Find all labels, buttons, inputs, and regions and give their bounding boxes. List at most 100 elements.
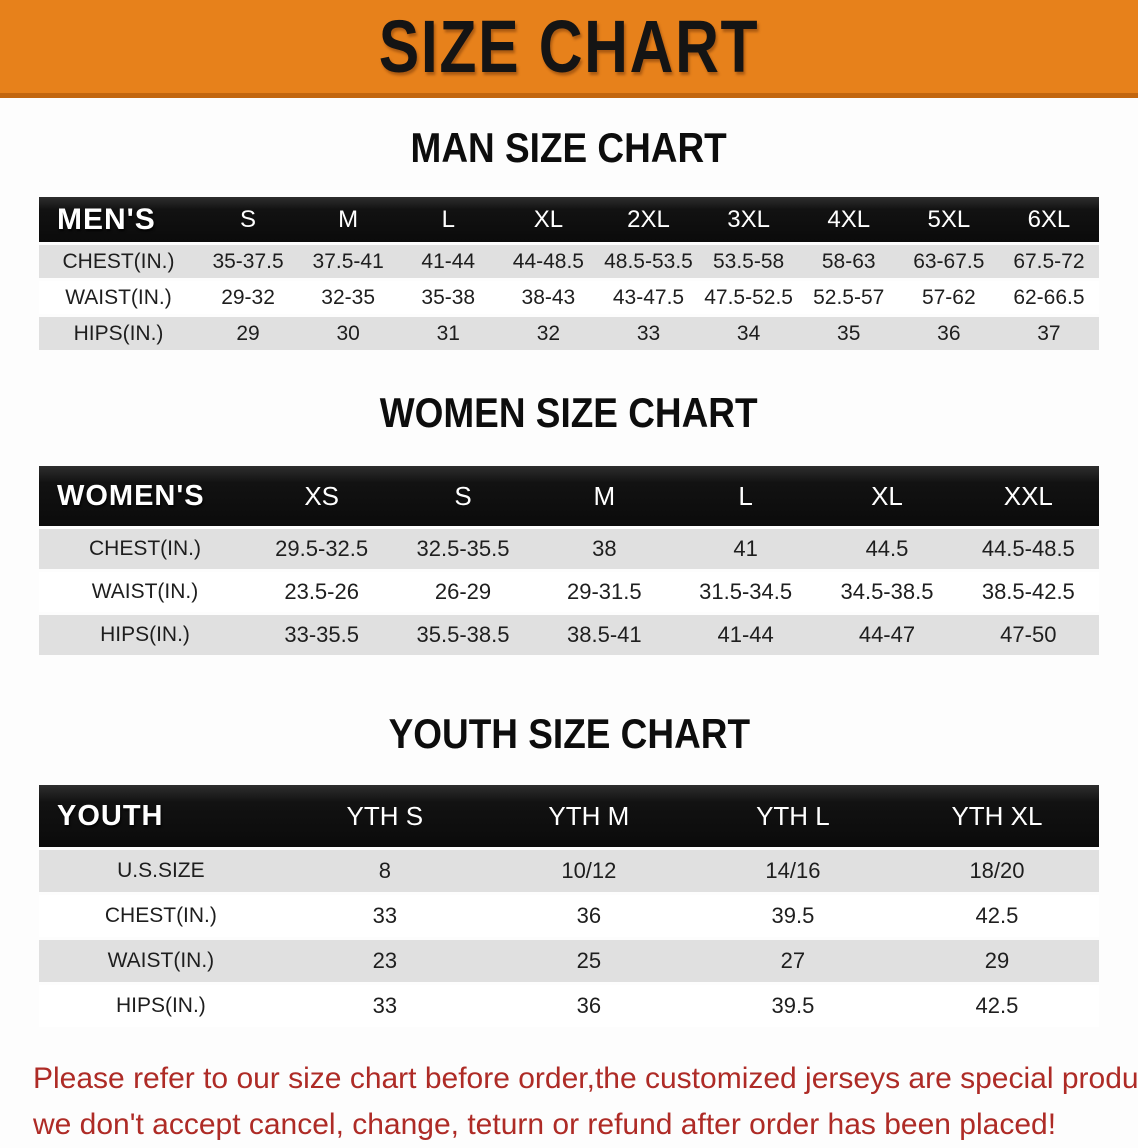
size-column-header: M (533, 466, 675, 526)
measurement-label: CHEST(IN.) (39, 245, 198, 278)
table-header-row: MEN'S S M L XL 2XL 3XL 4XL 5XL 6XL (39, 197, 1099, 242)
size-value: 32-35 (298, 281, 399, 314)
size-value: 29 (198, 317, 299, 350)
table-row: U.S.SIZE 8 10/12 14/16 18/20 (39, 850, 1099, 892)
size-value: 42.5 (894, 895, 1099, 937)
size-value: 34 (698, 317, 799, 350)
size-column-header: S (392, 466, 534, 526)
table-row: WAIST(IN.) 23 25 27 29 (39, 940, 1099, 982)
banner-title: SIZE CHART (378, 5, 760, 88)
size-column-header: 4XL (798, 197, 899, 242)
size-value: 38 (533, 529, 675, 569)
measurement-label: CHEST(IN.) (39, 529, 251, 569)
size-value: 29-32 (198, 281, 299, 314)
table-title-cell: MEN'S (39, 197, 198, 242)
size-column-header: 2XL (598, 197, 699, 242)
size-column-header: 6XL (998, 197, 1099, 242)
size-value: 36 (486, 985, 691, 1027)
size-value: 8 (282, 850, 487, 892)
size-column-header: YTH M (486, 785, 691, 847)
size-value: 29-31.5 (533, 572, 675, 612)
disclaimer-line-2: we don't accept cancel, change, teturn o… (33, 1108, 1057, 1141)
size-value: 31 (398, 317, 499, 350)
size-value: 41-44 (674, 615, 817, 655)
size-value: 33 (282, 985, 487, 1027)
size-value: 29.5-32.5 (251, 529, 393, 569)
table-title-cell: WOMEN'S (39, 466, 251, 526)
size-column-header: L (398, 197, 499, 242)
size-value: 31.5-34.5 (674, 572, 817, 612)
size-value: 29 (894, 940, 1099, 982)
youth-section-heading: YOUTH SIZE CHART (39, 710, 1099, 758)
table-row: CHEST(IN.) 29.5-32.5 32.5-35.5 38 41 44.5 44.5… (39, 529, 1099, 569)
youth-size-table: YOUTH YTH S YTH M YTH L YTH XL U.S.SIZE 8 10/12… (39, 782, 1099, 1030)
size-value: 18/20 (894, 850, 1099, 892)
youth-section-heading-text: YOUTH SIZE CHART (388, 710, 750, 757)
size-value: 42.5 (894, 985, 1099, 1027)
men-size-table: MEN'S S M L XL 2XL 3XL 4XL 5XL 6XL CHEST(IN.) 35-37… (39, 194, 1099, 353)
table-row: CHEST(IN.) 35-37.5 37.5-41 41-44 44-48.5 48.5… (39, 245, 1099, 278)
size-column-header: YTH S (282, 785, 487, 847)
table-header-row: WOMEN'S XS S M L XL XXL (39, 466, 1099, 526)
size-value: 32 (498, 317, 599, 350)
table-header-row: YOUTH YTH S YTH M YTH L YTH XL (39, 785, 1099, 847)
table-row: WAIST(IN.) 23.5-26 26-29 29-31.5 31.5-34.5 34… (39, 572, 1099, 612)
size-value: 35.5-38.5 (392, 615, 534, 655)
size-value: 36 (898, 317, 999, 350)
size-column-header: XL (498, 197, 599, 242)
size-value: 44-47 (816, 615, 958, 655)
size-value: 26-29 (392, 572, 534, 612)
measurement-label: HIPS(IN.) (39, 985, 283, 1027)
size-column-header: L (674, 466, 817, 526)
size-column-header: YTH XL (894, 785, 1099, 847)
size-column-header: S (198, 197, 299, 242)
size-value: 43-47.5 (598, 281, 699, 314)
size-value: 41-44 (398, 245, 499, 278)
measurement-label: WAIST(IN.) (39, 281, 198, 314)
size-value: 27 (690, 940, 895, 982)
size-column-header: XL (816, 466, 958, 526)
size-column-header: XXL (957, 466, 1099, 526)
size-column-header: YTH L (690, 785, 895, 847)
men-section-heading-text: MAN SIZE CHART (410, 124, 728, 171)
measurement-label: WAIST(IN.) (39, 572, 251, 612)
size-value: 44-48.5 (498, 245, 599, 278)
size-value: 33 (598, 317, 699, 350)
size-value: 38.5-42.5 (957, 572, 1099, 612)
table-row: HIPS(IN.) 33 36 39.5 42.5 (39, 985, 1099, 1027)
size-value: 30 (298, 317, 399, 350)
table-row: WAIST(IN.) 29-32 32-35 35-38 38-43 43-47.5 47.… (39, 281, 1099, 314)
size-column-header: XS (251, 466, 393, 526)
size-value: 52.5-57 (798, 281, 899, 314)
size-value: 32.5-35.5 (392, 529, 534, 569)
size-value: 39.5 (690, 985, 895, 1027)
disclaimer-note: Please refer to our size chart before or… (33, 1056, 1138, 1148)
size-value: 35-37.5 (198, 245, 299, 278)
women-section-heading: WOMEN SIZE CHART (39, 389, 1099, 437)
content-area: MAN SIZE CHART MEN'S S M L XL 2XL 3XL 4XL 5XL 6XL… (39, 124, 1099, 1030)
size-chart-banner: SIZE CHART (0, 0, 1138, 98)
size-value: 33 (282, 895, 487, 937)
measurement-label: WAIST(IN.) (39, 940, 283, 982)
size-value: 10/12 (486, 850, 691, 892)
size-value: 44.5 (816, 529, 958, 569)
size-column-header: 3XL (698, 197, 799, 242)
women-section-heading-text: WOMEN SIZE CHART (380, 389, 758, 436)
size-value: 35 (798, 317, 899, 350)
size-value: 35-38 (398, 281, 499, 314)
size-column-header: M (298, 197, 399, 242)
measurement-label: CHEST(IN.) (39, 895, 283, 937)
measurement-label: HIPS(IN.) (39, 317, 198, 350)
size-value: 48.5-53.5 (598, 245, 699, 278)
size-value: 41 (674, 529, 817, 569)
table-row: CHEST(IN.) 33 36 39.5 42.5 (39, 895, 1099, 937)
size-value: 34.5-38.5 (816, 572, 958, 612)
table-row: HIPS(IN.) 29 30 31 32 33 34 35 36 37 (39, 317, 1099, 350)
size-value: 44.5-48.5 (957, 529, 1099, 569)
measurement-label: HIPS(IN.) (39, 615, 251, 655)
size-value: 67.5-72 (998, 245, 1099, 278)
size-value: 63-67.5 (898, 245, 999, 278)
size-value: 62-66.5 (998, 281, 1099, 314)
table-row: HIPS(IN.) 33-35.5 35.5-38.5 38.5-41 41-44 44-… (39, 615, 1099, 655)
size-value: 14/16 (690, 850, 895, 892)
